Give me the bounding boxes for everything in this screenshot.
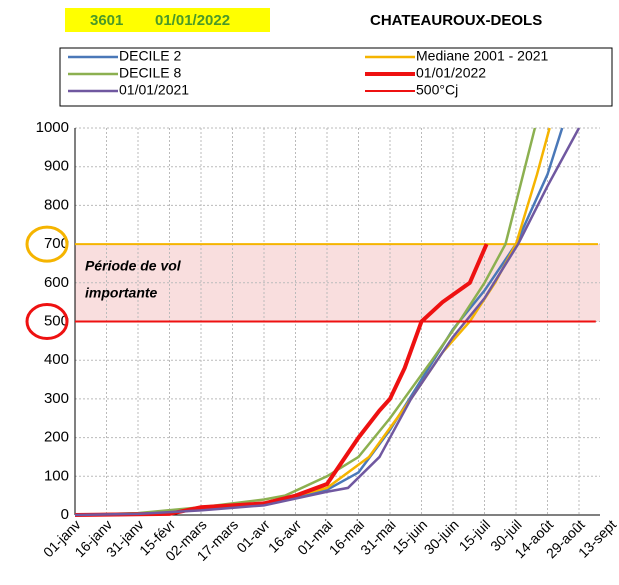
highlight-circle — [25, 225, 69, 263]
annotation: Période de vol — [85, 258, 182, 274]
y-tick-label: 700 — [44, 235, 69, 252]
highlight-circle — [25, 303, 69, 340]
legend-label: 01/01/2022 — [416, 65, 486, 81]
legend-label: 01/01/2021 — [119, 82, 189, 98]
series-line — [74, 243, 489, 517]
annotation: importante — [85, 285, 158, 301]
x-tick-label: 15-juin — [389, 516, 430, 557]
series-line — [74, 127, 581, 517]
y-tick-label: 600 — [44, 274, 69, 291]
x-tick-label: 31-mai — [357, 516, 399, 558]
legend-label: 500°Cj — [416, 82, 458, 98]
y-tick-label: 100 — [44, 467, 69, 484]
y-tick-label: 1000 — [36, 119, 69, 136]
legend-label: Mediane 2001 - 2021 — [416, 48, 549, 64]
y-tick-label: 500 — [44, 312, 69, 329]
legend-label: DECILE 8 — [119, 65, 181, 81]
y-tick-label: 0 — [61, 506, 69, 523]
x-tick-label: 01-avr — [233, 516, 273, 556]
y-tick-label: 200 — [44, 429, 69, 446]
header-box — [65, 8, 270, 32]
header-code: 3601 — [90, 12, 123, 29]
legend-label: DECILE 2 — [119, 48, 181, 64]
y-tick-label: 400 — [44, 351, 69, 368]
band — [75, 244, 600, 322]
y-tick-label: 900 — [44, 158, 69, 175]
y-tick-label: 300 — [44, 390, 69, 407]
y-tick-label: 800 — [44, 196, 69, 213]
x-tick-label: 15-juil — [456, 516, 494, 554]
header-date: 01/01/2022 — [155, 12, 230, 29]
header-station: CHATEAUROUX-DEOLS — [370, 12, 542, 29]
legend-box — [59, 47, 613, 107]
x-tick-label: 30-juin — [421, 516, 462, 557]
